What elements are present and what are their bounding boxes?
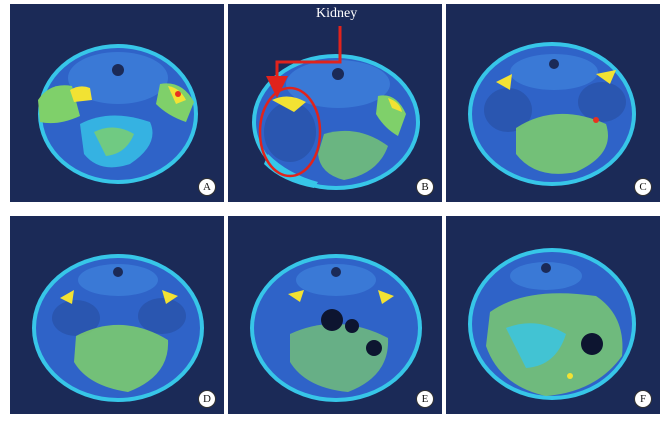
mri-slice-d	[32, 254, 204, 402]
mri-panel-d: D	[10, 216, 224, 414]
mri-slice-b	[252, 54, 420, 190]
mri-panel-b: B	[228, 4, 442, 202]
mri-panel-e: E	[228, 216, 442, 414]
mri-panel-c: C	[446, 4, 660, 202]
panel-label-b: B	[416, 178, 434, 196]
panel-label-e: E	[416, 390, 434, 408]
kidney-annotation-label: Kidney	[316, 6, 358, 21]
panel-label-c: C	[634, 178, 652, 196]
mri-slice-a	[38, 44, 198, 184]
mri-slice-c	[468, 42, 636, 186]
mri-panel-f: F	[446, 216, 660, 414]
panel-label-f: F	[634, 390, 652, 408]
panel-label-a: A	[198, 178, 216, 196]
panel-label-d: D	[198, 390, 216, 408]
mri-panel-a: A	[10, 4, 224, 202]
mri-slice-e	[250, 254, 422, 402]
mri-slice-f	[468, 248, 636, 400]
